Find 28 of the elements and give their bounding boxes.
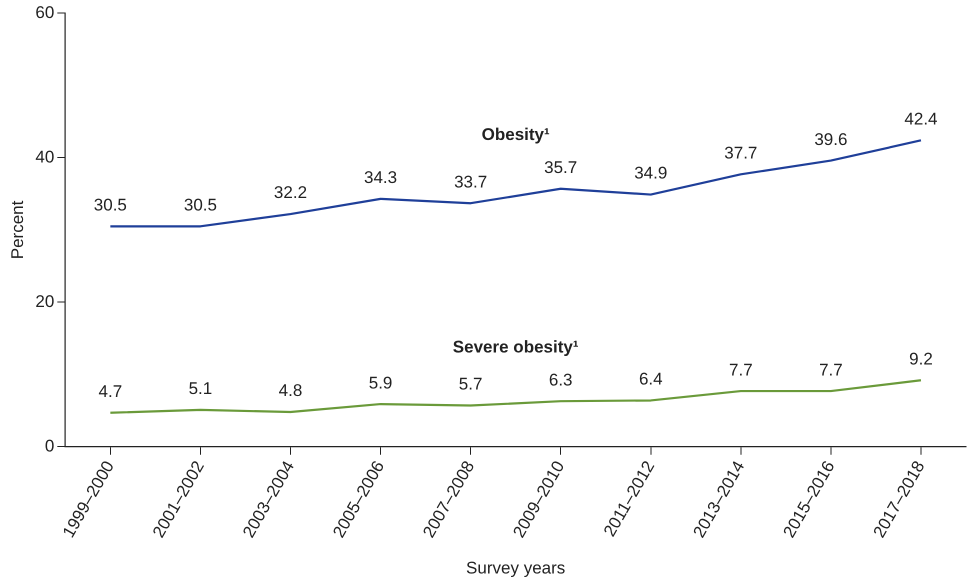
y-tick-label: 20 — [35, 292, 54, 311]
y-axis-title: Percent — [8, 200, 27, 260]
data-label: 37.7 — [724, 144, 758, 163]
y-tick-label: 40 — [35, 147, 54, 166]
data-label: 9.2 — [909, 349, 933, 368]
data-label: 5.7 — [458, 374, 482, 394]
data-label: 33.7 — [454, 172, 488, 192]
data-label: 30.5 — [184, 196, 217, 215]
data-label: 39.6 — [814, 130, 848, 149]
data-label: 4.7 — [98, 382, 122, 401]
data-label: 34.3 — [364, 168, 398, 188]
data-label: 32.2 — [274, 183, 308, 202]
data-label: 6.4 — [638, 370, 663, 389]
x-axis-title: Survey years — [466, 558, 566, 578]
data-label: 35.7 — [544, 158, 578, 177]
data-label: 34.9 — [634, 164, 668, 183]
y-tick-label: 0 — [44, 436, 54, 456]
text: Obesity¹ — [482, 124, 550, 144]
data-label: 6.3 — [548, 370, 573, 390]
text: Severe obesity¹ — [452, 337, 579, 356]
data-label: 30.5 — [94, 196, 127, 215]
data-label: 4.8 — [278, 381, 302, 400]
data-label: 7.7 — [729, 360, 753, 380]
y-tick-label: 60 — [35, 2, 54, 22]
data-label: 7.7 — [819, 360, 843, 380]
data-label: 5.9 — [368, 373, 392, 392]
data-label: 42.4 — [904, 110, 938, 129]
data-label: 5.1 — [188, 379, 212, 398]
